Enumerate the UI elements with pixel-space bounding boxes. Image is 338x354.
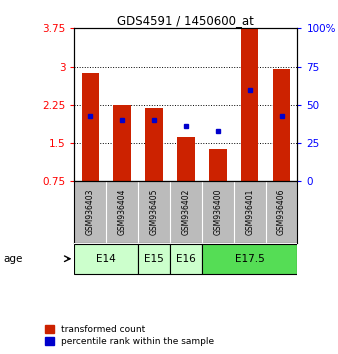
Text: GSM936406: GSM936406	[277, 189, 286, 235]
Text: E16: E16	[176, 254, 196, 264]
Bar	[81, 73, 99, 182]
Legend: transformed count, percentile rank within the sample: transformed count, percentile rank withi…	[45, 325, 214, 346]
Bar	[74, 244, 138, 274]
Text: GSM936403: GSM936403	[86, 189, 95, 235]
Text: E15: E15	[144, 254, 164, 264]
Text: GSM936400: GSM936400	[213, 189, 222, 235]
Text: GSM936404: GSM936404	[118, 189, 127, 235]
Text: GSM936402: GSM936402	[182, 189, 190, 235]
Bar	[241, 28, 258, 182]
Bar	[138, 244, 170, 274]
Bar	[145, 108, 163, 182]
Bar	[202, 244, 297, 274]
Text: GSM936401: GSM936401	[245, 189, 254, 235]
Text: E14: E14	[96, 254, 116, 264]
Text: GSM936405: GSM936405	[149, 189, 159, 235]
Bar	[273, 69, 290, 182]
Title: GDS4591 / 1450600_at: GDS4591 / 1450600_at	[118, 14, 254, 27]
Bar	[170, 244, 202, 274]
Bar	[113, 105, 131, 182]
Bar	[209, 149, 226, 182]
Text: E17.5: E17.5	[235, 254, 265, 264]
Bar	[177, 137, 195, 182]
Text: age: age	[3, 255, 23, 264]
